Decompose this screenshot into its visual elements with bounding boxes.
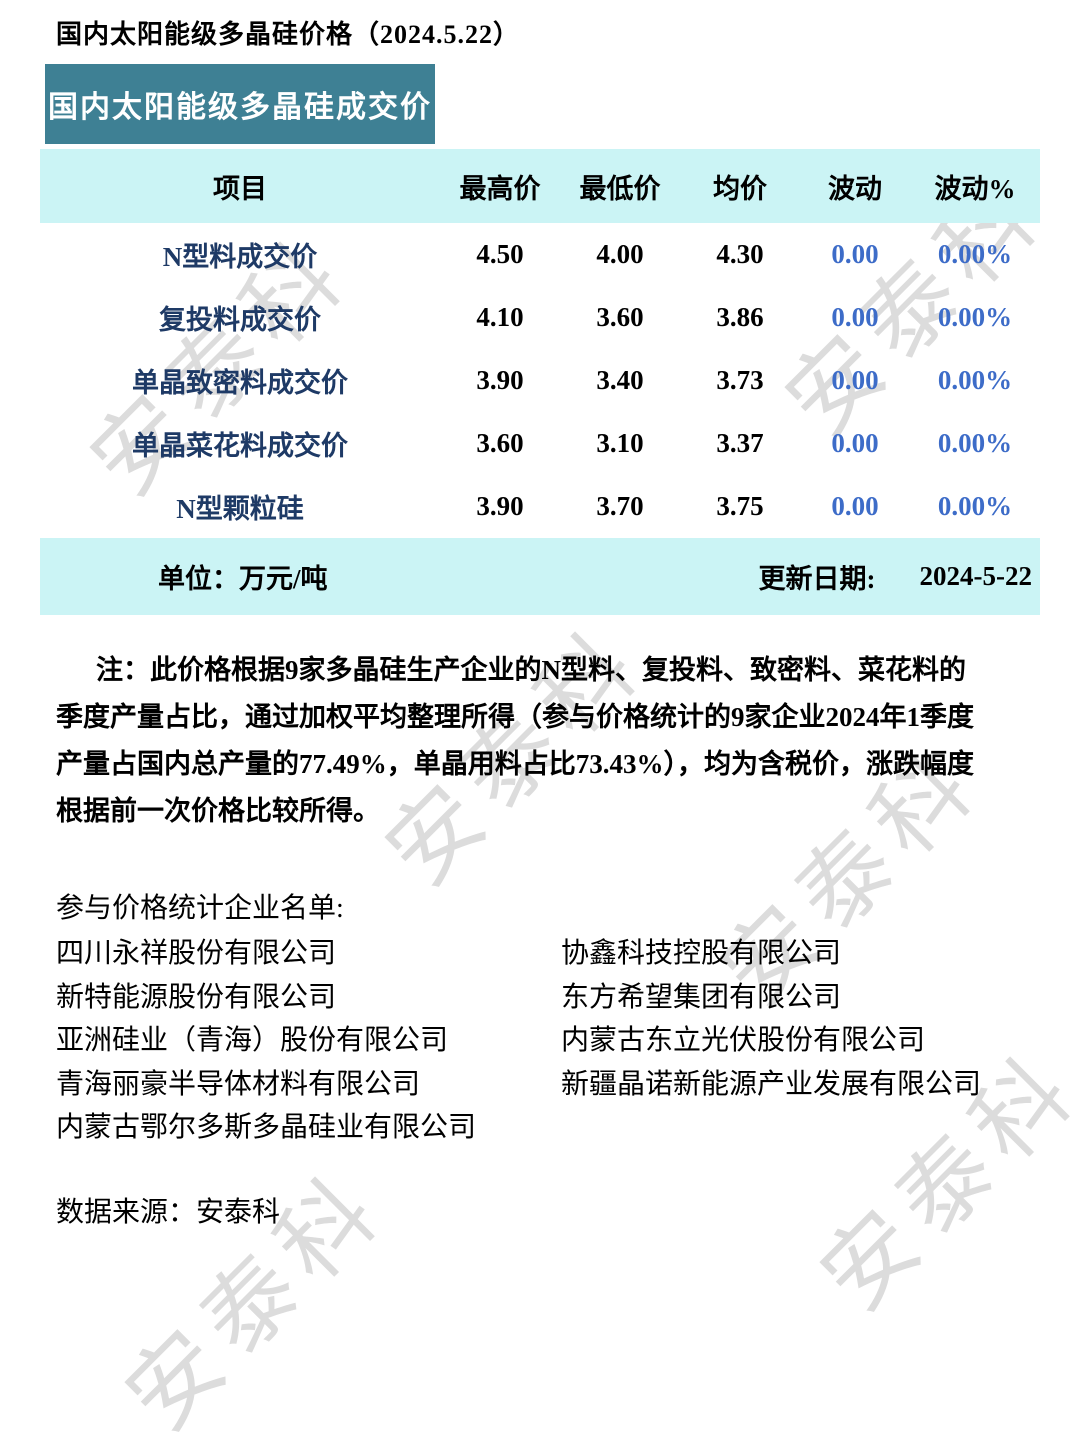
company-name: 内蒙古鄂尔多斯多晶硅业有限公司 xyxy=(56,1112,477,1143)
document: 国内太阳能级多晶硅价格（2024.5.22） 国内太阳能级多晶硅成交价 项目 最… xyxy=(40,20,1080,1228)
company-list-right-column: 协鑫科技控股有限公司 东方希望集团有限公司 内蒙古东立光伏股份有限公司 新疆晶诺… xyxy=(561,932,981,1150)
table-row: N型颗粒硅 3.90 3.70 3.75 0.00 0.00% xyxy=(40,475,1040,538)
table-row: N型料成交价 4.50 4.00 4.30 0.00 0.00% xyxy=(40,223,1040,286)
company-name: 协鑫科技控股有限公司 xyxy=(561,938,842,969)
table-row: 单晶菜花料成交价 3.60 3.10 3.37 0.00 0.00% xyxy=(40,412,1040,475)
cell-avg: 3.37 xyxy=(716,428,764,458)
table-row: 复投料成交价 4.10 3.60 3.86 0.00 0.00% xyxy=(40,286,1040,349)
cell-high: 3.60 xyxy=(476,428,524,458)
company-name: 东方希望集团有限公司 xyxy=(561,981,842,1013)
cell-high: 4.50 xyxy=(476,239,524,269)
company-name: 新疆晶诺新能源产业发展有限公司 xyxy=(561,1068,982,1100)
note-line: 产量占国内总产量的77.49%，单晶用料占比73.43%），均为含税价，涨跌幅度 xyxy=(56,749,974,779)
col-header-high: 最高价 xyxy=(459,173,541,204)
section-banner: 国内太阳能级多晶硅成交价 xyxy=(45,64,435,144)
note-line: 季度产量占比，通过加权平均整理所得（参与价格统计的9家企业2024年1季度 xyxy=(56,702,974,732)
col-header-change-pct: 波动% xyxy=(934,173,1016,204)
company-list-grid: 四川永祥股份有限公司 新特能源股份有限公司 亚洲硅业（青海）股份有限公司 青海丽… xyxy=(56,932,1080,1150)
row-label: 单晶致密料成交价 xyxy=(132,368,348,398)
cell-change: 0.00 xyxy=(831,428,879,458)
cell-low: 3.10 xyxy=(596,428,644,458)
cell-high: 4.10 xyxy=(476,302,524,332)
cell-low: 4.00 xyxy=(596,239,644,269)
cell-high: 3.90 xyxy=(476,491,524,521)
note-line: 根据前一次价格比较所得。 xyxy=(56,796,380,826)
cell-avg: 3.86 xyxy=(716,302,764,332)
company-list-heading: 参与价格统计企业名单: xyxy=(56,893,344,924)
cell-avg: 3.75 xyxy=(716,491,764,521)
cell-change-pct: 0.00% xyxy=(937,302,1013,332)
company-list-section: 参与价格统计企业名单: 四川永祥股份有限公司 新特能源股份有限公司 亚洲硅业（青… xyxy=(56,887,1080,1150)
company-name: 青海丽豪半导体材料有限公司 xyxy=(56,1068,421,1100)
cell-change-pct: 0.00% xyxy=(937,239,1013,269)
row-label: N型料成交价 xyxy=(162,242,318,272)
update-date-value: 2024-5-22 xyxy=(919,561,1032,591)
cell-change: 0.00 xyxy=(831,302,879,332)
cell-change-pct: 0.00% xyxy=(937,428,1013,458)
company-list-left-column: 四川永祥股份有限公司 新特能源股份有限公司 亚洲硅业（青海）股份有限公司 青海丽… xyxy=(56,932,561,1150)
section-banner-label: 国内太阳能级多晶硅成交价 xyxy=(48,91,432,124)
company-name: 新特能源股份有限公司 xyxy=(56,981,337,1013)
cell-low: 3.60 xyxy=(596,302,644,332)
row-label: 复投料成交价 xyxy=(159,305,321,335)
cell-avg: 3.73 xyxy=(716,365,764,395)
cell-high: 3.90 xyxy=(476,365,524,395)
col-header-avg: 均价 xyxy=(713,173,767,204)
note-line: 注：此价格根据9家多晶硅生产企业的N型料、复投料、致密料、菜花料的 xyxy=(96,655,966,685)
cell-change: 0.00 xyxy=(831,491,879,521)
company-name: 亚洲硅业（青海）股份有限公司 xyxy=(56,1025,449,1056)
company-name: 四川永祥股份有限公司 xyxy=(56,938,337,969)
data-source-label: 数据来源：安泰科 xyxy=(56,1196,281,1228)
row-label: 单晶菜花料成交价 xyxy=(132,431,348,461)
unit-label: 单位：万元/吨 xyxy=(158,564,328,594)
row-label: N型颗粒硅 xyxy=(176,494,304,524)
table-header-row: 项目 最高价 最低价 均价 波动 波动% xyxy=(40,149,1040,223)
col-header-change: 波动 xyxy=(828,173,882,204)
note-paragraph: 注：此价格根据9家多晶硅生产企业的N型料、复投料、致密料、菜花料的 季度产量占比… xyxy=(56,647,1050,835)
cell-change-pct: 0.00% xyxy=(937,491,1013,521)
update-date-label: 更新日期: xyxy=(758,564,876,594)
update-date-group: 更新日期: 2024-5-22 xyxy=(759,557,1032,596)
price-table: 项目 最高价 最低价 均价 波动 波动% N型料成交价 4.50 4.00 4.… xyxy=(40,149,1040,615)
cell-low: 3.70 xyxy=(596,491,644,521)
company-name: 内蒙古东立光伏股份有限公司 xyxy=(561,1025,926,1056)
col-header-low: 最低价 xyxy=(579,173,661,204)
table-row: 单晶致密料成交价 3.90 3.40 3.73 0.00 0.00% xyxy=(40,349,1040,412)
cell-change: 0.00 xyxy=(831,239,879,269)
cell-change-pct: 0.00% xyxy=(937,365,1013,395)
page-title: 国内太阳能级多晶硅价格（2024.5.22） xyxy=(56,20,521,49)
col-header-item: 项目 xyxy=(213,173,267,204)
table-footer-row: 单位：万元/吨 更新日期: 2024-5-22 xyxy=(40,538,1040,615)
cell-avg: 4.30 xyxy=(716,239,764,269)
cell-change: 0.00 xyxy=(831,365,879,395)
cell-low: 3.40 xyxy=(596,365,644,395)
